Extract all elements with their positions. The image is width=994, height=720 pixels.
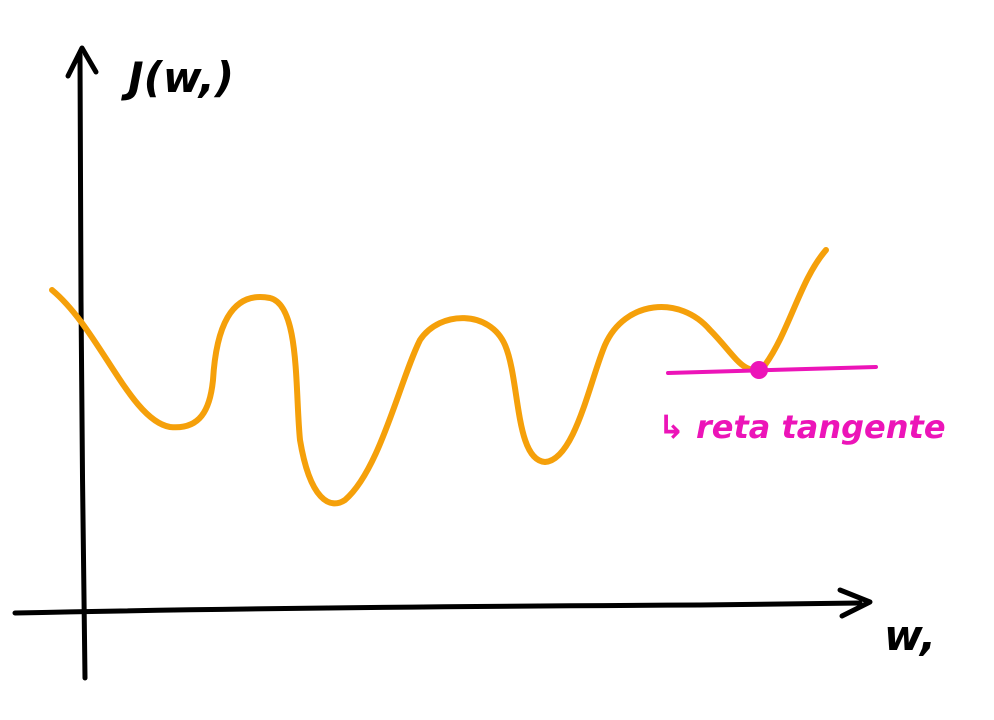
x-axis-label: w,: [884, 611, 936, 660]
tangent-point: [750, 361, 768, 379]
x-axis: [12, 600, 863, 616]
tangent-label: ↳ reta tangente: [658, 408, 946, 446]
y-axis: [77, 52, 88, 681]
cost-curve: [49, 247, 829, 507]
tangent-line: [666, 365, 878, 375]
y-axis-arrowhead: [65, 45, 99, 79]
y-axis-label: J(w,): [121, 53, 234, 102]
x-axis-arrowhead: [837, 587, 873, 619]
